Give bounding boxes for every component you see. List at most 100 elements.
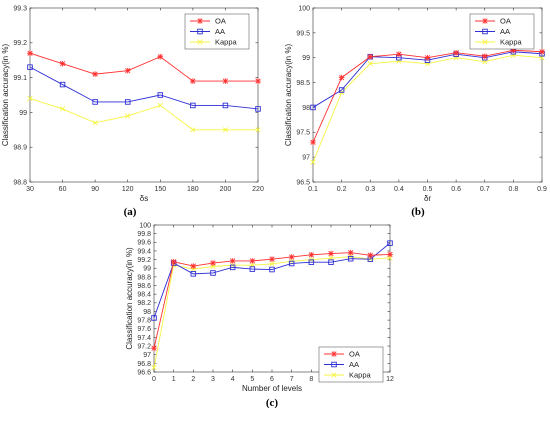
data-point-oa [288, 254, 295, 260]
series-line-aa [153, 242, 391, 319]
data-point-kappa [92, 120, 98, 126]
data-point-aa [124, 99, 131, 105]
y-tick-label: 99.2 [13, 40, 27, 47]
series-oa [151, 249, 393, 352]
y-tick-label: 99 [302, 55, 310, 62]
data-point-kappa [59, 106, 66, 112]
x-tick-label: 2 [191, 376, 195, 383]
series-kappa [27, 95, 261, 133]
x-tick-label: 90 [91, 186, 99, 193]
data-point-oa [453, 49, 459, 56]
data-point-aa [255, 106, 261, 112]
y-tick-label: 98.9 [13, 145, 27, 152]
legend-marker-kappa [331, 372, 337, 378]
series-line-oa [29, 52, 258, 82]
x-tick-label: 200 [220, 186, 232, 193]
y-tick-label: 100 [139, 222, 151, 229]
data-point-oa [229, 258, 236, 264]
data-point-aa [269, 266, 275, 273]
data-point-oa [124, 67, 131, 74]
data-point-kappa [310, 159, 316, 165]
y-tick-label: 98.8 [13, 179, 27, 186]
legend-box [469, 13, 535, 50]
data-point-aa [249, 266, 256, 272]
y-tick-label: 97.2 [137, 343, 151, 350]
y-tick-label: 98.4 [137, 292, 151, 299]
legend-marker-kappa [197, 39, 203, 45]
data-point-oa [210, 260, 216, 266]
data-point-oa [310, 139, 316, 146]
data-point-oa [481, 53, 488, 60]
x-tick-label: 180 [187, 186, 199, 193]
x-tick-label: 4 [231, 376, 235, 383]
panel-label: (a) [124, 206, 137, 218]
data-point-aa [222, 102, 229, 109]
legend-label-aa: AA [215, 27, 225, 36]
x-tick-label: 0 [152, 376, 156, 383]
data-point-kappa [157, 102, 163, 109]
data-point-aa [151, 315, 157, 321]
legend-label-oa: OA [500, 17, 511, 26]
y-tick-label: 98 [143, 309, 151, 316]
legend-marker-oa [482, 18, 488, 24]
y-tick-label: 99.3 [13, 5, 27, 12]
data-point-oa [328, 250, 334, 257]
x-tick-label: 7 [290, 376, 294, 383]
y-tick-label: 96.5 [296, 179, 310, 186]
x-tick-label: 220 [252, 186, 264, 193]
data-point-oa [367, 53, 374, 60]
y-tick-label: 97 [143, 352, 151, 359]
data-point-oa [170, 258, 177, 265]
data-point-oa [151, 345, 157, 352]
panel-label: (c) [266, 397, 279, 409]
y-tick-label: 98 [302, 105, 310, 112]
data-point-aa [288, 260, 295, 267]
series-line-kappa [29, 98, 258, 131]
y-tick-label: 99 [19, 110, 27, 117]
x-tick-label: 0.8 [509, 186, 519, 193]
x-tick-label: 30 [26, 186, 34, 193]
y-tick-label: 97.5 [296, 130, 310, 137]
legend-marker-oa [331, 351, 337, 357]
x-tick-label: 0.2 [337, 186, 347, 193]
x-tick-label: 0.3 [365, 186, 375, 193]
legend-label-aa: AA [349, 360, 359, 369]
data-point-oa [190, 78, 196, 84]
x-tick-label: 60 [59, 186, 67, 193]
y-tick-label: 97.8 [137, 318, 151, 325]
y-tick-label: 99.2 [137, 257, 151, 264]
x-tick-label: 8 [309, 376, 313, 383]
legend-label-kappa: Kappa [500, 38, 523, 47]
series-aa [27, 64, 261, 112]
x-tick-label: 0.7 [480, 186, 490, 193]
data-point-oa [222, 78, 229, 84]
data-point-aa [308, 259, 315, 265]
y-tick-label: 98.8 [137, 274, 151, 281]
legend-label-aa: AA [500, 27, 510, 36]
legend-marker-oa [197, 18, 203, 24]
data-point-oa [255, 78, 261, 84]
x-tick-label: 0.1 [308, 186, 318, 193]
data-point-kappa [125, 113, 131, 119]
y-tick-label: 99.5 [296, 30, 310, 37]
legend-label-kappa: Kappa [349, 371, 372, 380]
y-tick-label: 96.8 [137, 361, 151, 368]
data-point-aa [92, 99, 98, 105]
data-point-oa [269, 256, 275, 262]
data-point-kappa [151, 365, 157, 371]
y-tick-label: 97 [302, 155, 310, 162]
data-point-aa [157, 92, 164, 98]
data-point-aa [328, 259, 334, 265]
data-point-kappa [190, 127, 196, 133]
data-point-oa [510, 47, 517, 54]
x-tick-label: 6 [270, 376, 274, 383]
y-tick-label: 99.6 [137, 240, 151, 247]
data-point-kappa [367, 61, 373, 67]
data-point-aa [387, 240, 393, 246]
x-axis-label: Number of levels [242, 384, 302, 393]
x-tick-label: 0.5 [423, 186, 433, 193]
y-tick-label: 100 [298, 5, 310, 12]
